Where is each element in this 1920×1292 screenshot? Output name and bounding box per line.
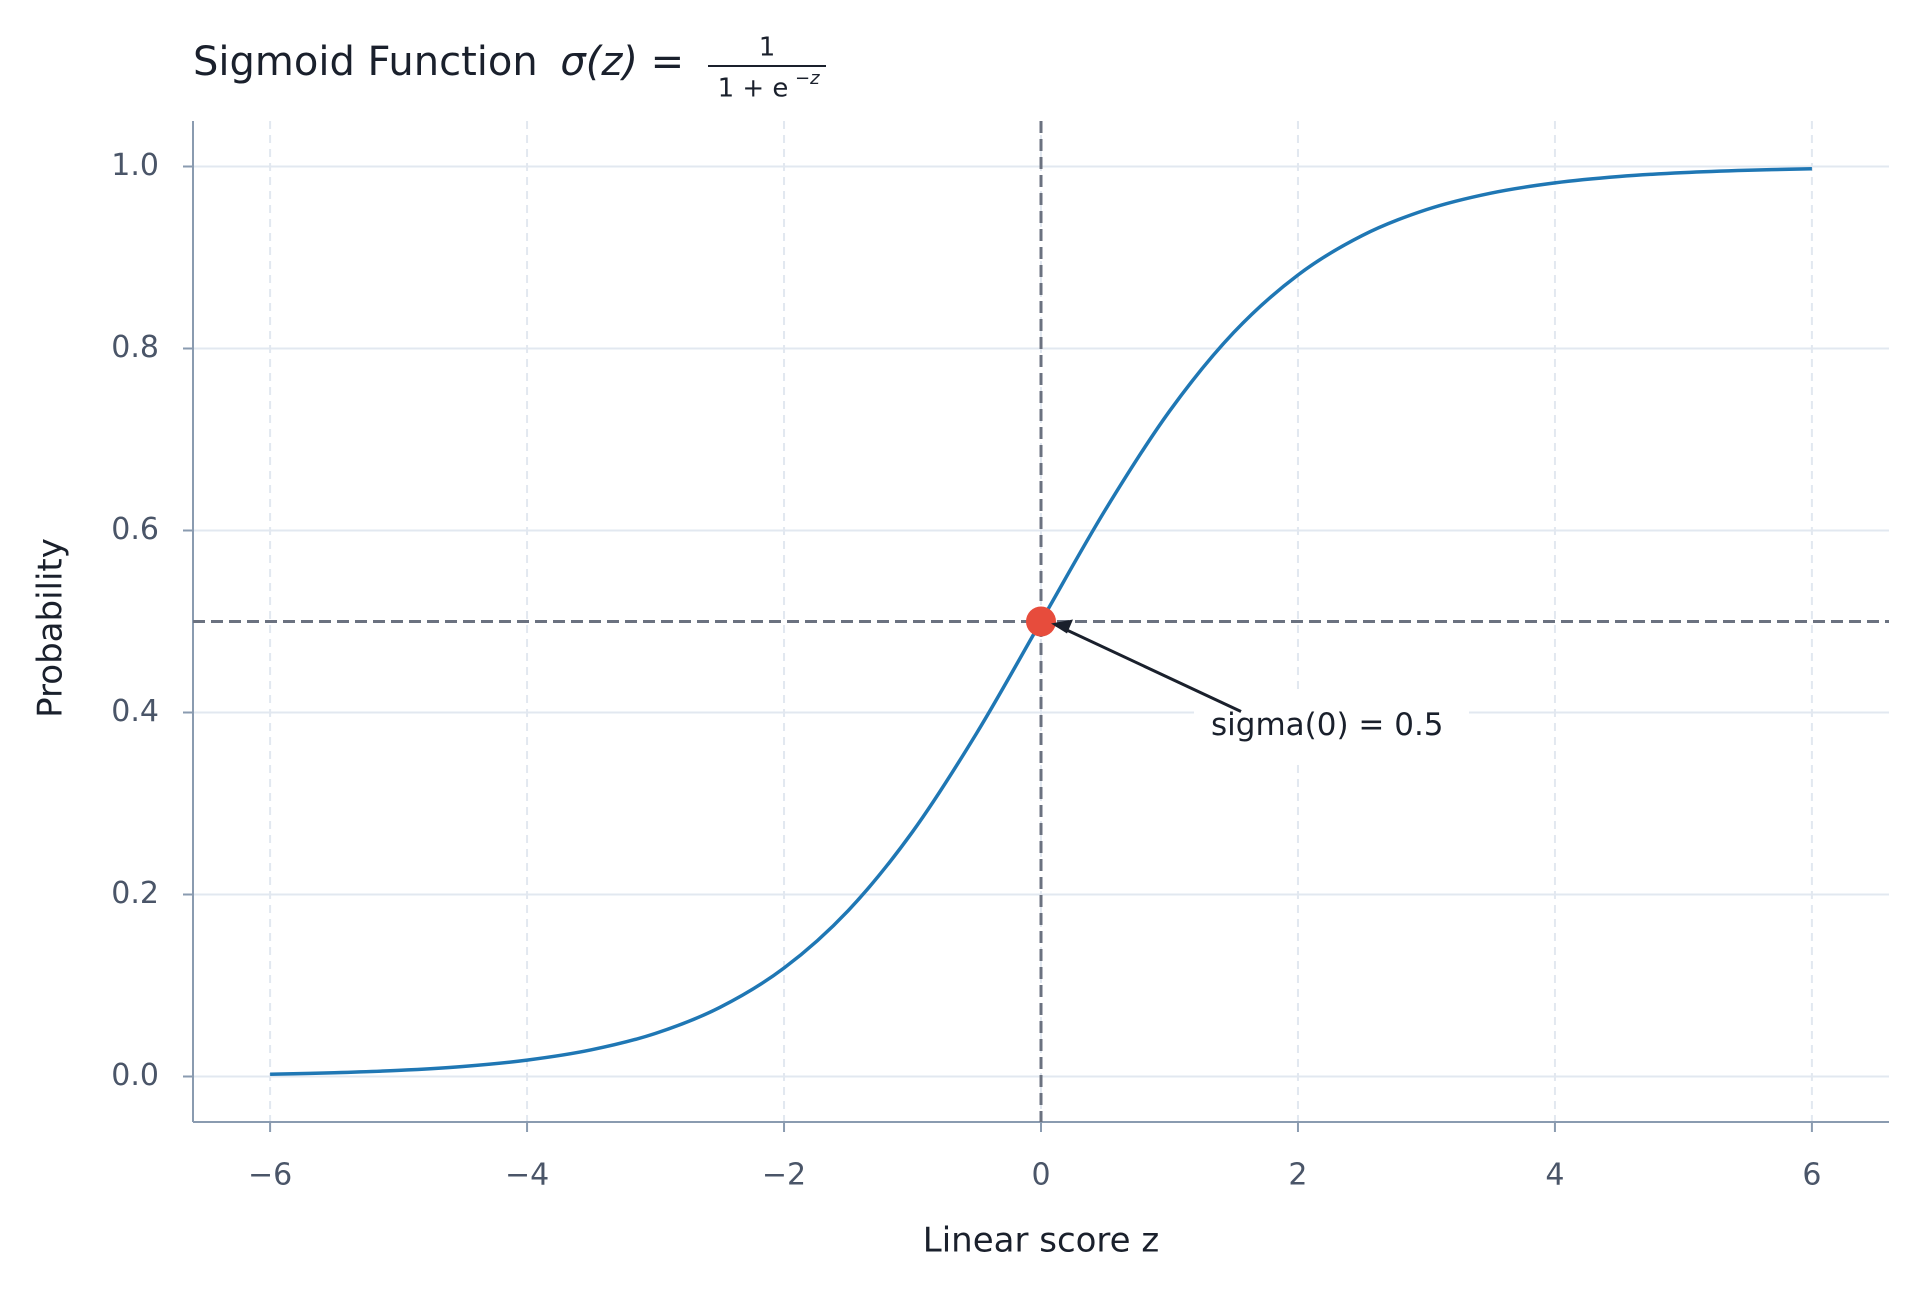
y-tick-label: 1.0 (111, 148, 159, 183)
highlight-point (1026, 606, 1056, 637)
x-tick-label: −2 (762, 1158, 806, 1193)
y-axis-label: Probability (31, 538, 71, 718)
x-tick-label: −6 (248, 1158, 292, 1193)
x-tick-label: 2 (1288, 1158, 1307, 1193)
title-denominator: 1 + e (718, 74, 789, 104)
y-tick-label: 0.8 (111, 330, 159, 365)
x-tick-label: −4 (505, 1158, 549, 1193)
arrow-head (1051, 619, 1073, 634)
title-formula: σ(z) = (560, 39, 684, 85)
x-tick-label: 0 (1031, 1158, 1050, 1193)
y-tick-label: 0.0 (111, 1058, 159, 1093)
x-tick-label: 6 (1802, 1158, 1821, 1193)
y-tick-label: 0.2 (111, 876, 159, 911)
chart-title: Sigmoid Function σ(z) = (193, 39, 684, 85)
title-exponent: −z (795, 68, 820, 89)
y-tick-label: 0.4 (111, 694, 159, 729)
title-text: Sigmoid Function (193, 39, 538, 85)
annotation: sigma(0) = 0.5 (1211, 707, 1444, 743)
x-axis-label: Linear score z (923, 1221, 1160, 1261)
y-tick-label: 0.6 (111, 512, 159, 547)
annotation-box (1194, 693, 1469, 760)
x-tick-label: 4 (1545, 1158, 1564, 1193)
annotation-arrow (1054, 623, 1242, 713)
title-numerator: 1 (759, 33, 776, 63)
